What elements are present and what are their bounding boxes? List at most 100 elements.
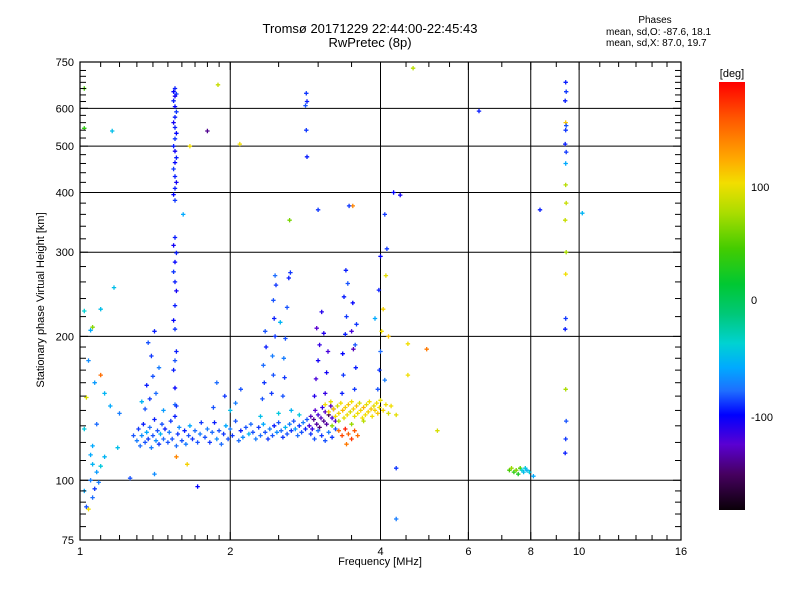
- scatter-point: [170, 436, 175, 442]
- scatter-point: [147, 425, 152, 430]
- scatter-point: [171, 166, 176, 172]
- scatter-point: [150, 374, 156, 379]
- scatter-point: [563, 387, 568, 392]
- scatter-point: [172, 235, 178, 240]
- scatter-point: [175, 431, 180, 437]
- scatter-point: [317, 342, 322, 348]
- scatter-point: [171, 367, 176, 373]
- scatter-point: [195, 440, 200, 445]
- scatter-point: [117, 411, 122, 416]
- scatter-point: [372, 316, 378, 321]
- scatter-point: [321, 418, 326, 424]
- scatter-point: [350, 203, 355, 209]
- scatter-point: [142, 406, 148, 412]
- scatter-point: [375, 411, 380, 416]
- scatter-point: [383, 402, 389, 407]
- x-tick-label: 10: [573, 546, 585, 558]
- scatter-point: [348, 409, 353, 415]
- scatter-point: [263, 344, 269, 350]
- scatter-point: [149, 445, 154, 450]
- scatter-point: [272, 334, 278, 339]
- scatter-point: [172, 94, 178, 99]
- scatter-point: [195, 484, 200, 489]
- scatter-point: [346, 431, 351, 437]
- scatter-point: [320, 405, 325, 410]
- scatter-point: [563, 436, 568, 442]
- scatter-point: [304, 91, 309, 96]
- scatter-point: [174, 109, 179, 114]
- scatter-point: [563, 316, 568, 321]
- scatter-point: [174, 443, 179, 449]
- scatter-point: [329, 423, 335, 428]
- scatter-point: [388, 403, 394, 409]
- scatter-point: [394, 466, 399, 471]
- scatter-point: [250, 430, 256, 435]
- scatter-point: [190, 436, 195, 442]
- y-axis-label: Stationary phase Virtual Height [km]: [35, 212, 47, 387]
- scatter-point: [139, 399, 144, 404]
- scatter-point: [301, 420, 306, 425]
- scatter-point: [328, 403, 333, 409]
- scatter-point: [172, 136, 178, 141]
- scatter-point: [377, 367, 382, 373]
- scatter-point: [355, 433, 360, 438]
- scatter-point: [531, 474, 536, 479]
- scatter-point: [152, 329, 157, 334]
- scatter-point: [171, 318, 176, 323]
- scatter-point: [171, 120, 176, 125]
- scatter-point: [258, 414, 263, 419]
- scatter-point: [139, 433, 144, 438]
- scatter-point: [323, 391, 328, 396]
- scatter-point: [269, 391, 274, 396]
- stats-mean-o: mean, sd,O: -87.6, 18.1: [606, 27, 711, 38]
- scatter-point: [174, 250, 179, 256]
- scatter-point: [127, 476, 133, 481]
- scatter-point: [355, 411, 360, 416]
- scatter-point: [174, 131, 179, 136]
- scatter-point: [394, 412, 399, 418]
- scatter-point: [563, 141, 568, 147]
- scatter-point: [161, 436, 166, 442]
- scatter-point: [349, 422, 354, 427]
- scatter-point: [92, 380, 97, 385]
- scatter-point: [319, 433, 324, 438]
- scatter-point: [375, 387, 380, 392]
- scatter-point: [381, 408, 386, 413]
- scatter-point: [563, 182, 568, 188]
- scatter-point: [177, 425, 182, 430]
- scatter-point: [86, 507, 91, 512]
- scatter-point: [303, 103, 308, 108]
- scatter-point: [391, 190, 396, 195]
- scatter-point: [171, 243, 176, 248]
- x-axis-label: Frequency [MHz]: [338, 556, 422, 568]
- scatter-point: [90, 443, 95, 449]
- scatter-point: [315, 207, 321, 212]
- scatter-point: [341, 415, 347, 421]
- scatter-point: [111, 285, 117, 290]
- scatter-point: [172, 279, 178, 285]
- scatter-point: [343, 268, 349, 273]
- scatter-point: [161, 408, 166, 413]
- scatter-point: [331, 406, 336, 412]
- scatter-point: [187, 144, 193, 149]
- scatter-point: [376, 287, 382, 293]
- scatter-point: [353, 342, 358, 348]
- scatter-point: [102, 454, 107, 459]
- colorbar-tick-100: 100: [751, 182, 769, 194]
- scatter-point: [563, 450, 568, 456]
- scatter-point: [323, 402, 328, 407]
- scatter-point: [314, 422, 319, 427]
- scatter-point: [110, 128, 115, 134]
- scatter-point: [344, 314, 349, 319]
- scatter-point: [256, 425, 261, 430]
- scatter-point: [284, 431, 290, 437]
- scatter-point: [271, 372, 276, 378]
- scatter-point: [182, 428, 187, 433]
- scatter-point: [310, 426, 315, 432]
- scatter-point: [339, 433, 345, 438]
- scatter-point: [258, 433, 263, 438]
- scatter-point: [340, 408, 345, 413]
- scatter-point: [379, 329, 384, 334]
- scatter-point: [174, 155, 179, 160]
